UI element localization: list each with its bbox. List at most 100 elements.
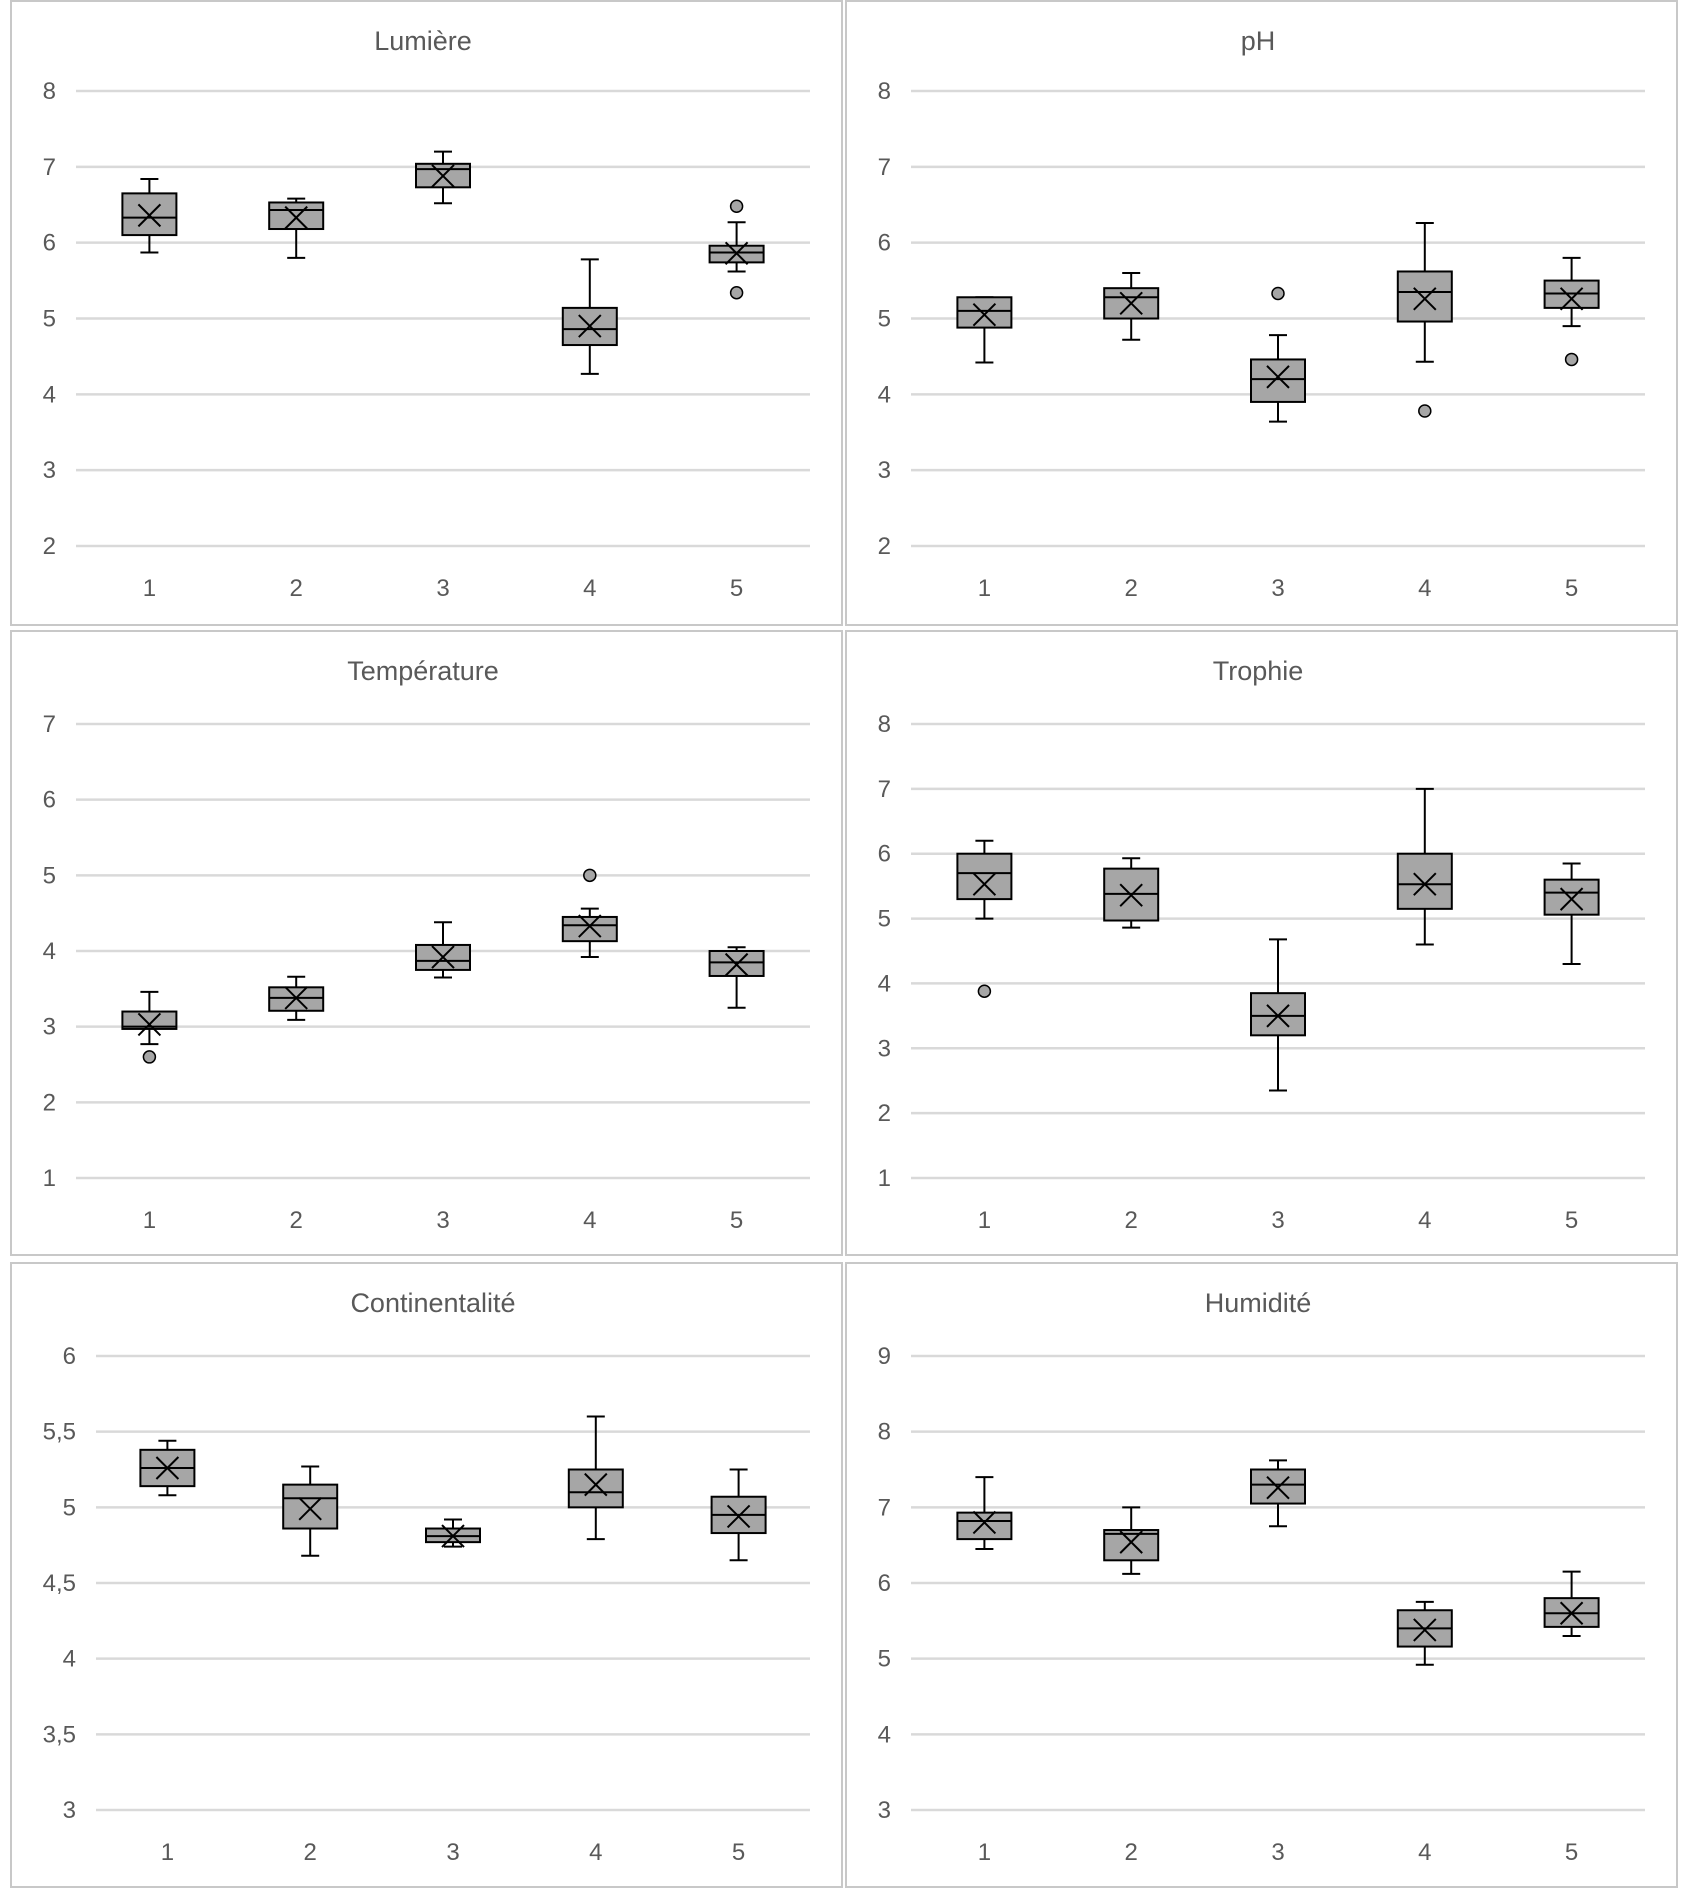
y-tick-label: 3 xyxy=(43,1014,56,1041)
y-tick-label: 1 xyxy=(43,1165,56,1192)
iqr-box xyxy=(121,1010,178,1030)
mean-marker xyxy=(1413,1618,1437,1642)
chart-title: Continentalité xyxy=(350,1288,515,1318)
iqr-box xyxy=(282,1483,339,1530)
box-2 xyxy=(268,197,325,259)
x-tick-label: 4 xyxy=(583,575,596,602)
x-tick-label: 3 xyxy=(1271,1207,1284,1234)
box-3 xyxy=(1250,1459,1306,1528)
box-5 xyxy=(1543,862,1600,965)
y-tick-label: 4 xyxy=(878,1721,891,1748)
x-tick-label: 1 xyxy=(143,1207,156,1234)
x-tick-label: 5 xyxy=(1565,1839,1578,1866)
iqr-box xyxy=(1396,852,1453,910)
mean-marker xyxy=(972,303,997,327)
mean-marker xyxy=(972,872,997,896)
y-tick-label: 7 xyxy=(878,1494,891,1521)
x-tick-label: 2 xyxy=(1125,1207,1138,1234)
y-tick-label: 5 xyxy=(878,906,891,933)
y-tick-label: 7 xyxy=(878,776,891,803)
box-3 xyxy=(1250,938,1306,1092)
iqr-box xyxy=(1250,1468,1306,1505)
y-tick-label: 6 xyxy=(878,841,891,868)
outlier-point xyxy=(1418,404,1432,418)
mean-marker xyxy=(1119,291,1143,316)
y-tick-label: 5 xyxy=(43,306,56,333)
x-tick-label: 5 xyxy=(1565,1207,1578,1234)
x-tick-label: 3 xyxy=(1271,1839,1284,1866)
box-3 xyxy=(415,150,471,205)
chart-panel-ph: pH 2 3 4 5 6 7 8 1 2 3 4 5 xyxy=(845,0,1678,626)
x-tick-label: 5 xyxy=(730,575,743,602)
x-tick-label: 4 xyxy=(1418,1839,1431,1866)
chart-title: pH xyxy=(1241,26,1276,56)
y-tick-label: 2 xyxy=(43,533,56,560)
chart-svg: pH 2 3 4 5 6 7 8 1 2 3 4 5 xyxy=(878,26,1645,602)
y-tick-label: 3 xyxy=(63,1797,76,1824)
iqr-box xyxy=(1250,358,1306,403)
x-tick-label: 2 xyxy=(1125,1839,1138,1866)
x-tick-label: 4 xyxy=(583,1207,596,1234)
y-tick-label: 7 xyxy=(43,711,56,738)
x-tick-label: 2 xyxy=(304,1839,317,1866)
y-tick-label: 6 xyxy=(63,1343,76,1370)
y-tick-label: 4 xyxy=(878,970,891,997)
chart-title: Lumière xyxy=(374,26,472,56)
y-tick-label: 4,5 xyxy=(43,1570,76,1597)
chart-panel-continentalite: Continentalité 3 3,5 4 4,5 5 5,5 6 1 2 3 4 5 xyxy=(10,1262,843,1888)
x-tick-label: 5 xyxy=(1565,575,1578,602)
y-tick-label: 4 xyxy=(43,381,56,408)
mean-marker xyxy=(298,1497,322,1521)
mean-marker xyxy=(137,203,162,228)
outlier-point xyxy=(142,1050,157,1064)
y-tick-label: 6 xyxy=(878,1570,891,1597)
mean-marker xyxy=(972,1510,997,1535)
y-tick-label: 7 xyxy=(43,154,56,181)
mean-marker xyxy=(431,945,455,969)
box-1 xyxy=(139,1439,196,1497)
y-tick-label: 5,5 xyxy=(43,1419,76,1446)
mean-marker xyxy=(1119,1530,1143,1554)
mean-marker xyxy=(441,1524,465,1548)
iqr-box xyxy=(708,950,765,977)
iqr-box xyxy=(415,943,471,971)
y-tick-label: 3 xyxy=(43,457,56,484)
outlier-point xyxy=(729,199,744,214)
chart-title: Trophie xyxy=(1213,656,1304,686)
mean-marker xyxy=(1266,1475,1290,1500)
chart-title: Humidité xyxy=(1205,1288,1312,1318)
y-tick-label: 6 xyxy=(43,787,56,814)
x-tick-label: 1 xyxy=(978,575,991,602)
outlier-point xyxy=(1564,352,1579,367)
mean-marker xyxy=(284,205,308,230)
box-2 xyxy=(282,1465,339,1557)
mean-marker xyxy=(1413,872,1437,896)
mean-marker xyxy=(284,986,308,1010)
iqr-box xyxy=(1396,270,1453,323)
y-tick-label: 8 xyxy=(878,1419,891,1446)
mean-marker xyxy=(1559,1601,1584,1625)
x-tick-label: 3 xyxy=(436,575,449,602)
box-5 xyxy=(708,946,765,1009)
box-3 xyxy=(425,1518,481,1548)
y-tick-label: 3 xyxy=(878,1797,891,1824)
box-4 xyxy=(567,1415,624,1541)
box-1 xyxy=(956,1476,1013,1550)
y-tick-label: 8 xyxy=(43,78,56,105)
mean-marker xyxy=(584,1472,608,1497)
chart-title: Température xyxy=(347,656,499,686)
box-1 xyxy=(956,296,1013,364)
y-tick-label: 1 xyxy=(878,1165,891,1192)
box-1 xyxy=(121,177,178,254)
iqr-box xyxy=(956,296,1013,329)
x-tick-label: 2 xyxy=(290,575,303,602)
iqr-box xyxy=(561,915,618,943)
iqr-box xyxy=(567,1468,624,1509)
outlier-point xyxy=(729,285,744,300)
x-tick-label: 1 xyxy=(978,1839,991,1866)
y-tick-label: 5 xyxy=(878,1646,891,1673)
y-tick-label: 8 xyxy=(878,711,891,738)
chart-svg: Continentalité 3 3,5 4 4,5 5 5,5 6 1 2 3 4 5 xyxy=(43,1288,810,1866)
chart-svg: Humidité 3 4 5 6 7 8 9 1 2 3 4 5 xyxy=(878,1288,1645,1866)
x-tick-label: 5 xyxy=(730,1207,743,1234)
